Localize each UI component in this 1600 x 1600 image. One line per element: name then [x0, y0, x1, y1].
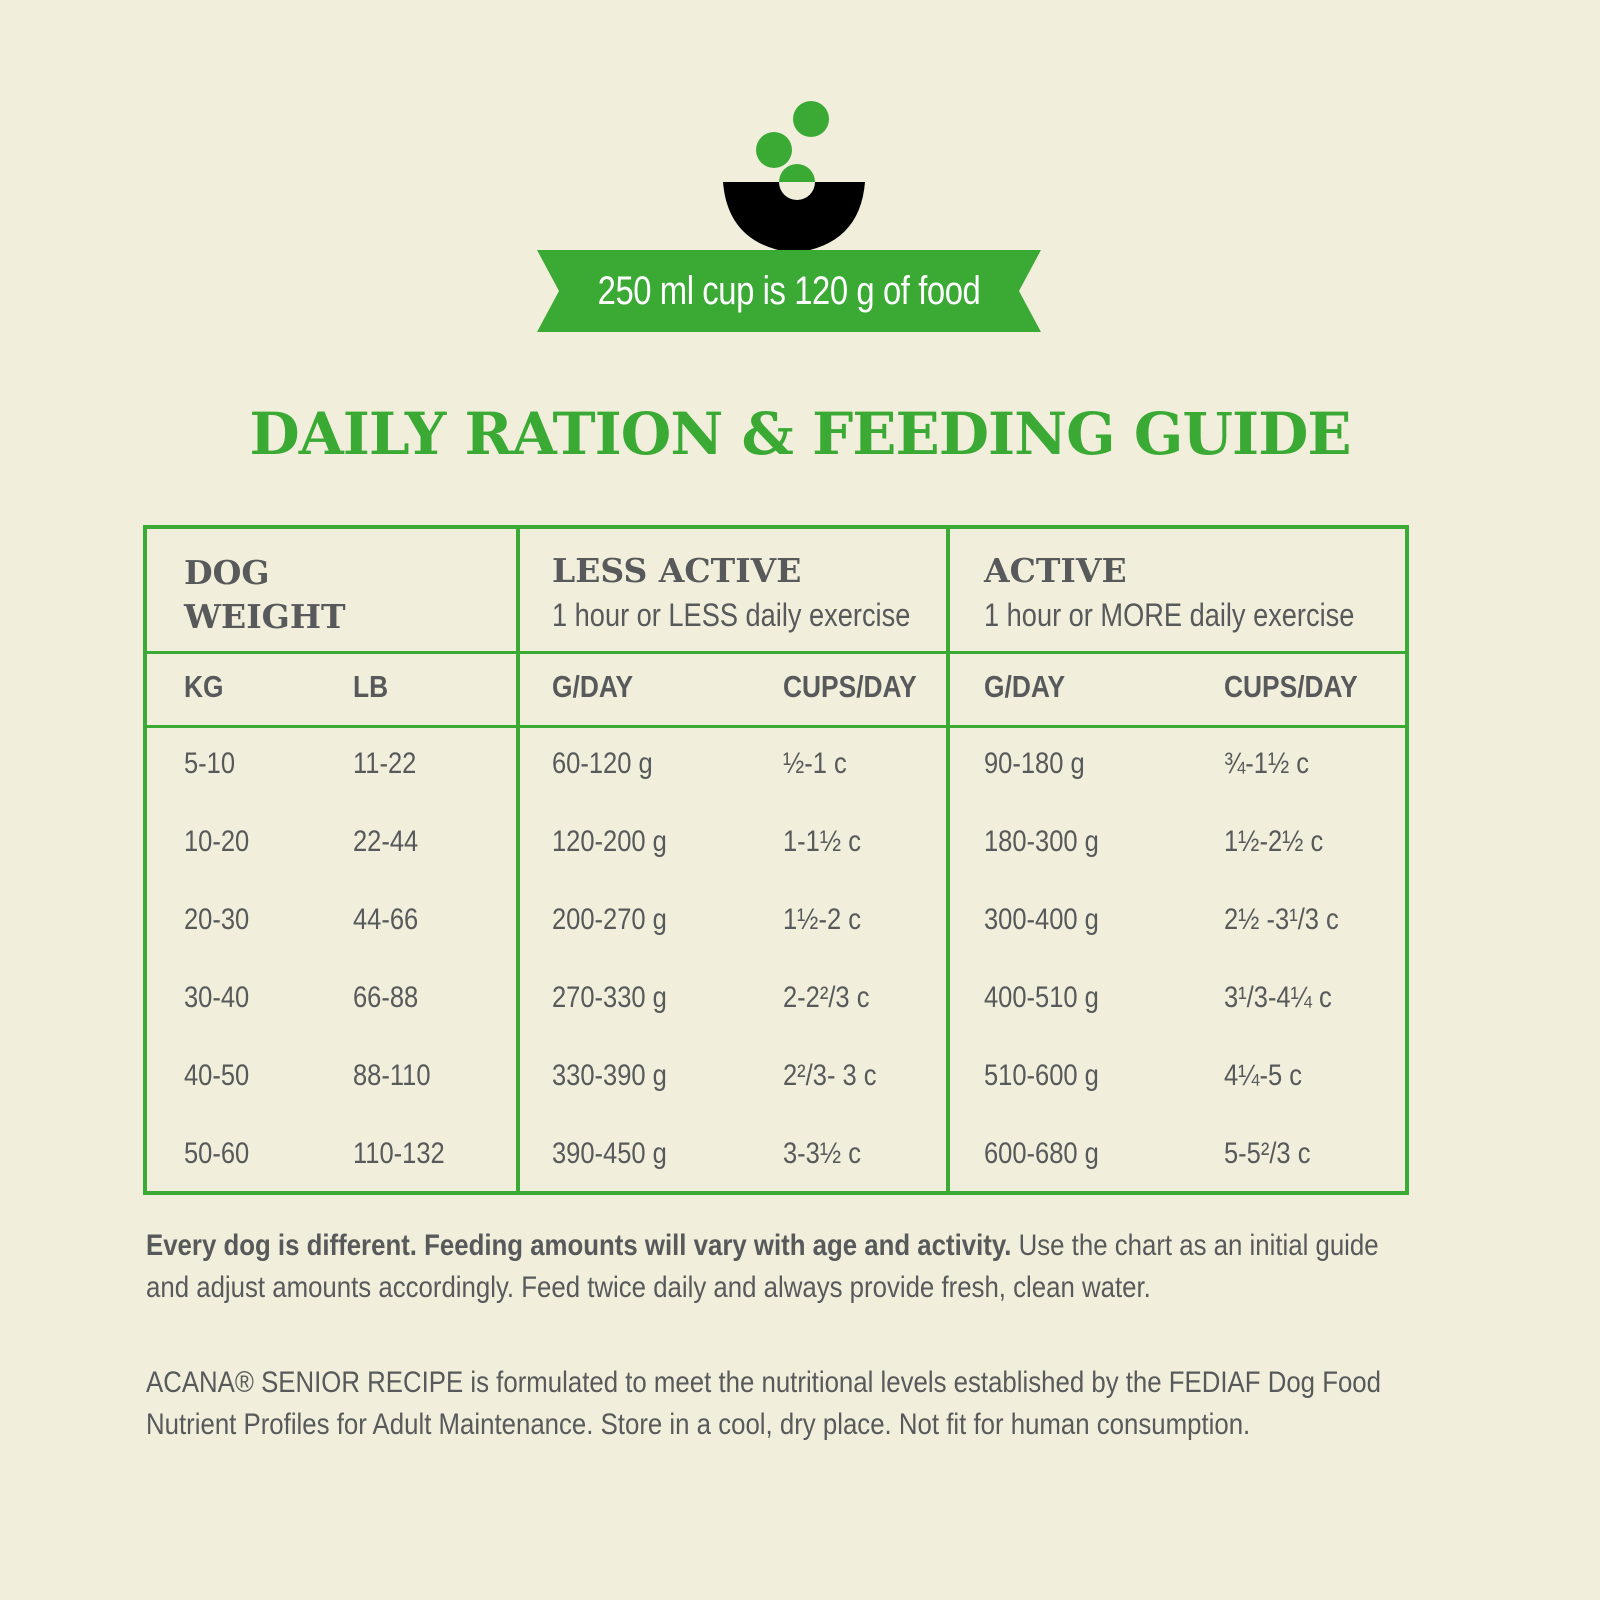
- less-active-header: LESS ACTIVE: [552, 551, 802, 590]
- table-cell: 1-1½ c: [783, 825, 861, 858]
- table-cell: 5-5²/3 c: [1224, 1137, 1311, 1170]
- column-header: G/DAY: [984, 669, 1066, 704]
- table-cell: 40-50: [184, 1059, 250, 1092]
- table-cell: 50-60: [184, 1137, 250, 1170]
- column-header: CUPS/DAY: [783, 669, 917, 704]
- table-cell: 120-200 g: [552, 825, 667, 858]
- table-cell: 180-300 g: [984, 825, 1099, 858]
- page-title: DAILY RATION & FEEDING GUIDE: [249, 400, 1351, 468]
- table-cell: 11-22: [353, 747, 417, 780]
- table-cell: 2²/3- 3 c: [783, 1059, 877, 1092]
- feeding-table: DOG WEIGHT LESS ACTIVE 1 hour or LESS dai…: [143, 525, 1409, 1195]
- table-cell: 270-330 g: [552, 981, 667, 1014]
- table-cell: 2-2²/3 c: [783, 981, 870, 1014]
- banner-text: 250 ml cup is 120 g of food: [597, 268, 981, 313]
- active-header: ACTIVE: [984, 551, 1127, 590]
- table-cell: 200-270 g: [552, 903, 667, 936]
- table-cell: 44-66: [353, 903, 419, 936]
- table-cell: ½-1 c: [783, 747, 847, 780]
- table-cell: 4¼-5 c: [1224, 1059, 1302, 1092]
- table-cell: 88-110: [353, 1059, 431, 1092]
- table-cell: 3-3½ c: [783, 1137, 861, 1170]
- less-active-subtitle: 1 hour or LESS daily exercise: [552, 597, 911, 633]
- table-cell: 1½-2 c: [783, 903, 861, 936]
- table-cell: 400-510 g: [984, 981, 1099, 1014]
- table-cell: 390-450 g: [552, 1137, 667, 1170]
- feeding-note: Every dog is different. Feeding amounts …: [146, 1229, 1379, 1304]
- column-header: KG: [184, 669, 224, 704]
- table-cell: 60-120 g: [552, 747, 653, 780]
- table-cell: 1½-2½ c: [1224, 825, 1324, 858]
- food-bowl-icon: [723, 101, 865, 253]
- table-cell: 510-600 g: [984, 1059, 1099, 1092]
- table-cell: 600-680 g: [984, 1137, 1099, 1170]
- table-cell: 20-30: [184, 903, 250, 936]
- active-subtitle: 1 hour or MORE daily exercise: [984, 597, 1355, 633]
- table-cell: 30-40: [184, 981, 250, 1014]
- table-cell: 10-20: [184, 825, 250, 858]
- table-cell: 3¹/3-4¼ c: [1224, 981, 1332, 1014]
- table-cell: 5-10: [184, 747, 236, 780]
- table-cell: 90-180 g: [984, 747, 1085, 780]
- table-cell: 22-44: [353, 825, 419, 858]
- table-cell: 110-132: [353, 1137, 445, 1170]
- column-header: CUPS/DAY: [1224, 669, 1358, 704]
- table-cell: 2½ -3¹/3 c: [1224, 903, 1339, 936]
- banner-ribbon: [537, 250, 1041, 332]
- table-cell: ¾-1½ c: [1224, 747, 1310, 780]
- dog-weight-header: DOG WEIGHT: [184, 553, 346, 636]
- recipe-note: ACANA® SENIOR RECIPE is formulated to me…: [146, 1366, 1382, 1441]
- column-header: G/DAY: [552, 669, 634, 704]
- column-header: LB: [353, 669, 389, 704]
- table-cell: 330-390 g: [552, 1059, 667, 1092]
- table-cell: 66-88: [353, 981, 419, 1014]
- table-cell: 300-400 g: [984, 903, 1099, 936]
